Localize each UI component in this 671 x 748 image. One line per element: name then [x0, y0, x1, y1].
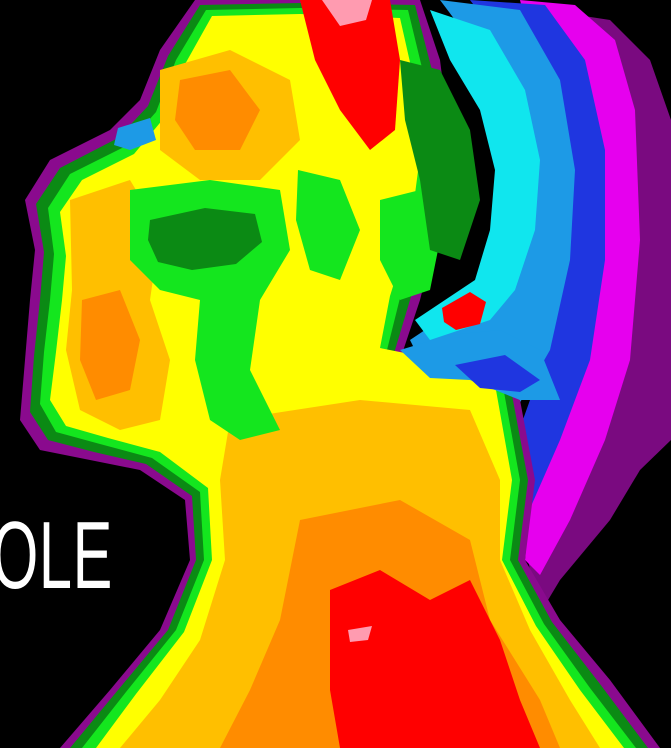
hair-light-blue-band [410, 0, 575, 420]
cheek-orange-patch [80, 290, 140, 400]
eye-dark-green-core [148, 208, 262, 270]
hair-cyan-band [415, 10, 540, 340]
forehead-orange-patch [175, 70, 260, 150]
ear-red-spot [442, 292, 486, 330]
crown-red-zone [300, 0, 400, 150]
temple-green-zone [296, 170, 360, 280]
nose-blue-edge [114, 118, 156, 150]
neck-red-zone [330, 570, 540, 748]
ear-green-zone [380, 190, 440, 300]
hair-dark-green-zone [400, 60, 480, 260]
neck-pink-spot [348, 626, 372, 642]
jaw-blue-band [455, 355, 540, 392]
hair-blue-band [470, 0, 605, 560]
caption-text-fragment: OLE [0, 502, 113, 609]
crown-pink-spot [322, 0, 372, 26]
